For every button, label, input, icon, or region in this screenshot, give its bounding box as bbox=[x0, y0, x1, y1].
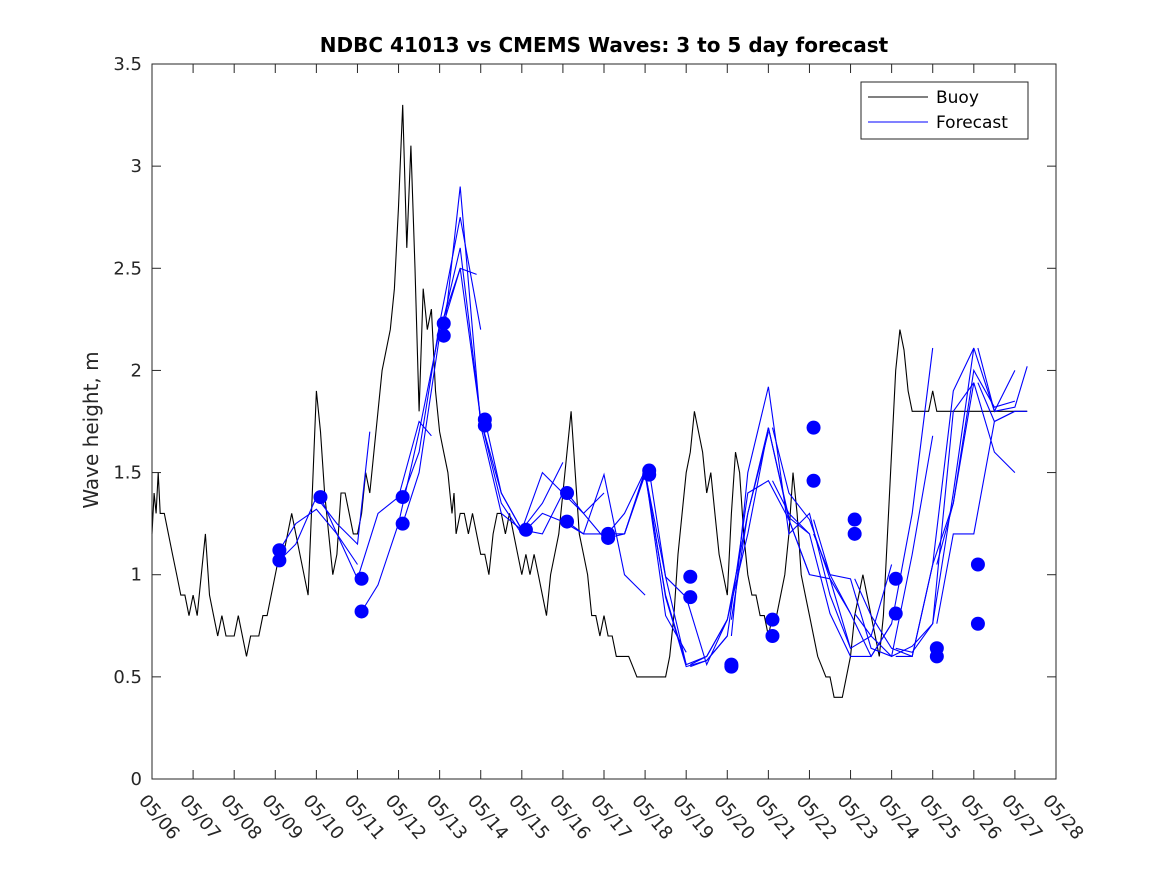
x-tick-label: 05/24 bbox=[874, 791, 923, 844]
y-tick-labels: 0 0.5 1 1.5 2 2.5 3 3.5 bbox=[113, 54, 142, 790]
buoy-series-line bbox=[151, 104, 1028, 698]
x-tick-label: 05/07 bbox=[175, 791, 224, 844]
y-axis-label: Wave height, m bbox=[79, 351, 103, 508]
forecast-start-marker bbox=[354, 604, 369, 619]
forecast-series-line bbox=[854, 382, 975, 658]
forecast-start-marker bbox=[436, 316, 451, 331]
x-tick-label: 05/17 bbox=[586, 791, 635, 844]
forecast-start-marker bbox=[765, 629, 780, 643]
marker-layer bbox=[272, 316, 985, 674]
forecast-start-marker bbox=[683, 569, 698, 584]
forecast-start-marker bbox=[847, 526, 862, 541]
x-tick-label: 05/06 bbox=[134, 791, 183, 844]
y-tick-label: 1 bbox=[131, 565, 142, 586]
forecast-start-marker bbox=[354, 571, 369, 586]
forecast-start-marker bbox=[477, 418, 492, 433]
forecast-start-marker bbox=[560, 486, 575, 500]
x-tick-label: 05/14 bbox=[463, 791, 512, 844]
x-tick-label: 05/18 bbox=[627, 791, 676, 844]
forecast-series-line bbox=[813, 347, 934, 658]
x-tick-label: 05/11 bbox=[340, 791, 389, 844]
x-tick-label: 05/12 bbox=[381, 791, 430, 844]
forecast-start-marker bbox=[436, 328, 451, 343]
forecast-series-line bbox=[566, 468, 687, 653]
x-tick-label: 05/16 bbox=[545, 791, 594, 844]
x-tick-label: 05/25 bbox=[915, 791, 964, 844]
forecast-series-line bbox=[730, 386, 852, 649]
forecast-series-line bbox=[319, 420, 432, 581]
forecast-series-line bbox=[977, 382, 1028, 423]
legend-box bbox=[860, 81, 1029, 140]
legend-label-buoy: Buoy bbox=[936, 88, 979, 108]
y-tick-label: 1.5 bbox=[113, 463, 142, 484]
forecast-start-marker bbox=[888, 606, 903, 621]
x-tick-label: 05/27 bbox=[997, 791, 1046, 844]
forecast-start-marker bbox=[272, 543, 287, 558]
y-tick-label: 2.5 bbox=[113, 258, 142, 279]
forecast-start-marker bbox=[888, 571, 903, 586]
forecast-start-marker bbox=[683, 590, 698, 605]
forecast-start-marker bbox=[929, 649, 944, 664]
x-tick-label: 05/15 bbox=[504, 791, 553, 844]
forecast-start-marker bbox=[970, 557, 985, 572]
forecast-start-marker bbox=[847, 512, 862, 527]
forecast-start-marker bbox=[765, 612, 780, 627]
forecast-start-marker bbox=[642, 467, 657, 482]
legend-label-forecast: Forecast bbox=[936, 113, 1008, 133]
plot-frame bbox=[151, 63, 1057, 780]
forecast-series-line bbox=[936, 368, 1016, 565]
forecast-start-marker bbox=[724, 659, 739, 674]
forecast-start-marker bbox=[806, 473, 821, 488]
x-tick-label: 05/10 bbox=[299, 791, 348, 844]
forecast-start-marker bbox=[395, 516, 410, 531]
x-tick-label: 05/28 bbox=[1038, 791, 1087, 844]
forecast-start-marker bbox=[560, 514, 575, 529]
forecast-series-line bbox=[278, 508, 358, 565]
forecast-start-marker bbox=[970, 616, 985, 631]
y-tick-label: 0 bbox=[131, 769, 142, 790]
y-tick-label: 3 bbox=[131, 156, 142, 177]
y-tick-label: 3.5 bbox=[113, 54, 142, 75]
x-tick-label: 05/26 bbox=[956, 791, 1005, 844]
forecast-start-marker bbox=[806, 420, 821, 435]
x-tick-label: 05/23 bbox=[833, 791, 882, 844]
x-tick-label: 05/21 bbox=[751, 791, 800, 844]
x-tick-label: 05/13 bbox=[422, 791, 471, 844]
forecast-series-line bbox=[443, 186, 564, 535]
y-tick-label: 0.5 bbox=[113, 667, 142, 688]
chart-title: NDBC 41013 vs CMEMS Waves: 3 to 5 day fo… bbox=[320, 33, 889, 57]
forecast-start-marker bbox=[313, 490, 328, 505]
series-layer bbox=[151, 104, 1028, 698]
forecast-start-marker bbox=[395, 490, 410, 505]
forecast-series-line bbox=[402, 247, 523, 535]
x-tick-labels: 05/0605/0705/0805/0905/1005/1105/1205/13… bbox=[134, 791, 1087, 844]
x-tick-label: 05/08 bbox=[216, 791, 265, 844]
x-tick-label: 05/22 bbox=[792, 791, 841, 844]
plot-area bbox=[152, 64, 1056, 779]
x-tick-label: 05/20 bbox=[709, 791, 758, 844]
x-tick-label: 05/19 bbox=[668, 791, 717, 844]
forecast-start-marker bbox=[601, 530, 616, 545]
legend: Buoy Forecast bbox=[860, 81, 1029, 140]
forecast-series-line bbox=[977, 347, 1028, 412]
forecast-start-marker bbox=[272, 553, 287, 568]
x-tick-label: 05/09 bbox=[257, 791, 306, 844]
forecast-start-marker bbox=[518, 522, 533, 537]
y-tick-label: 2 bbox=[131, 360, 142, 381]
